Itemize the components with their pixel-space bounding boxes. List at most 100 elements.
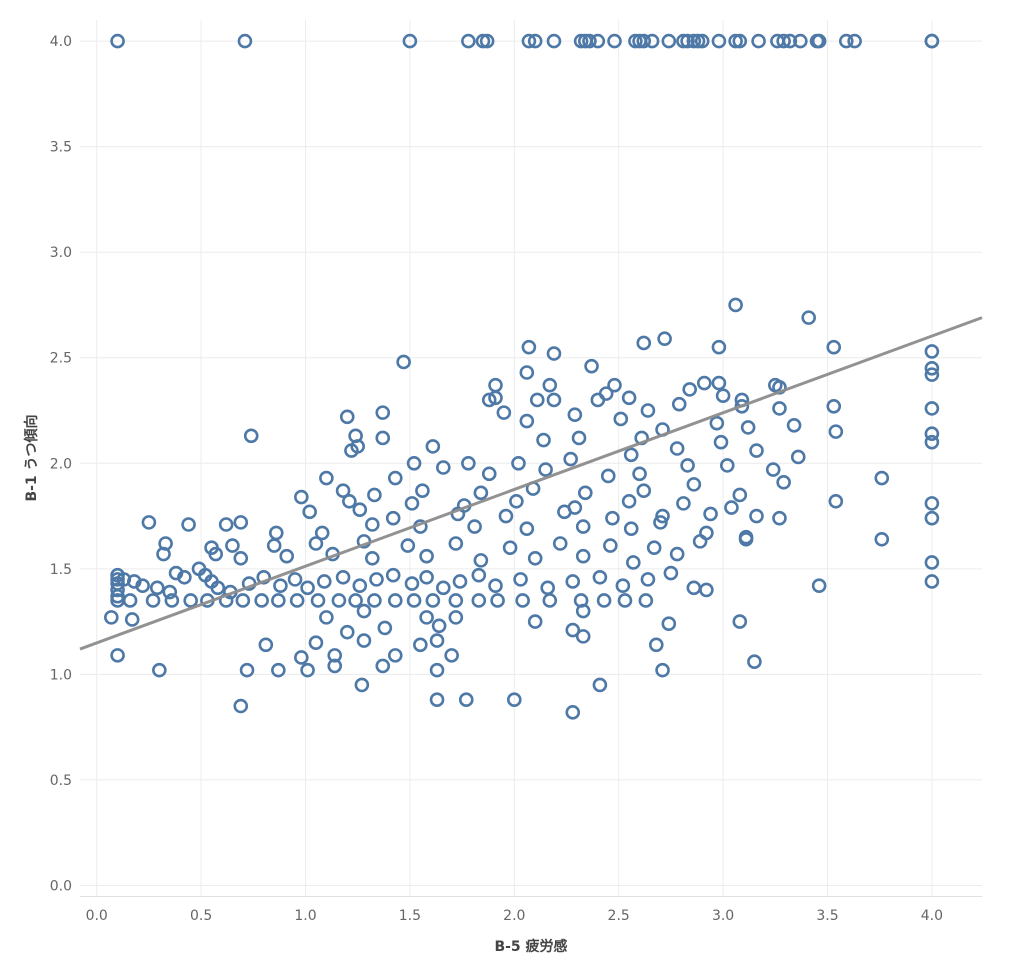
y-tick-label: 2.5 — [50, 351, 72, 367]
data-point — [400, 538, 416, 553]
data-point — [519, 365, 535, 380]
data-point — [279, 548, 295, 564]
data-point — [640, 403, 656, 418]
data-point — [406, 455, 422, 471]
data-point — [924, 367, 940, 382]
data-point — [577, 485, 593, 501]
data-point — [826, 398, 842, 414]
data-point — [356, 633, 372, 648]
data-point — [567, 407, 583, 423]
data-point — [663, 565, 679, 581]
data-point — [776, 474, 791, 490]
data-point — [365, 550, 380, 566]
data-point — [319, 470, 334, 486]
data-point — [488, 377, 503, 393]
data-point — [527, 614, 543, 629]
data-point — [367, 487, 382, 503]
data-point — [728, 297, 743, 313]
data-point — [354, 677, 370, 693]
data-point — [452, 574, 468, 589]
y-tick-label: 0.5 — [50, 773, 72, 789]
data-point — [598, 386, 614, 401]
data-point — [289, 593, 305, 608]
data-point — [563, 451, 578, 467]
y-tick-label: 2.0 — [50, 456, 72, 472]
data-point — [110, 648, 125, 663]
x-tick-label: 0.0 — [86, 908, 108, 924]
data-point — [749, 508, 764, 524]
data-point — [375, 405, 391, 420]
data-point — [640, 572, 656, 587]
data-point — [632, 466, 647, 482]
x-tick-label: 3.0 — [712, 908, 734, 924]
data-point — [653, 515, 668, 530]
data-point — [546, 346, 562, 361]
data-point — [557, 504, 572, 520]
data-point — [680, 458, 695, 473]
data-point — [571, 430, 587, 446]
data-point — [302, 504, 317, 520]
data-point — [732, 33, 748, 49]
data-point — [636, 335, 652, 351]
data-point — [415, 483, 430, 499]
data-point — [644, 33, 660, 49]
data-point — [600, 468, 616, 484]
data-point — [669, 441, 685, 456]
data-point — [765, 462, 781, 477]
data-point — [444, 648, 459, 663]
data-point — [661, 616, 677, 632]
data-point — [793, 33, 808, 49]
data-point — [521, 339, 537, 355]
data-point — [592, 677, 608, 693]
data-point — [339, 624, 355, 640]
data-point — [527, 33, 543, 49]
x-tick-label: 1.0 — [294, 908, 316, 924]
data-point — [709, 415, 725, 431]
data-point — [218, 517, 234, 532]
data-point — [481, 392, 497, 408]
data-point — [419, 569, 434, 585]
data-point — [110, 572, 125, 587]
data-point — [713, 434, 729, 450]
data-point — [419, 610, 434, 625]
data-point — [385, 510, 401, 526]
data-point — [239, 662, 255, 678]
data-point — [621, 493, 637, 509]
data-point — [369, 572, 384, 587]
trend-line — [79, 316, 983, 651]
data-point — [511, 455, 526, 471]
data-point — [605, 510, 620, 526]
data-point — [565, 622, 581, 638]
data-point — [694, 33, 710, 49]
gridlines — [80, 20, 982, 897]
data-point — [141, 515, 157, 530]
data-point — [475, 33, 491, 49]
data-point — [686, 33, 702, 49]
data-point — [582, 33, 597, 49]
data-point — [181, 517, 196, 532]
data-point — [724, 500, 739, 515]
data-point — [584, 358, 599, 374]
y-axis-ticks: 0.0 0.5 1.0 1.5 2.0 2.5 3.0 3.5 4.0 — [50, 34, 72, 894]
data-point — [776, 33, 791, 49]
data-point — [496, 405, 512, 420]
x-tick-label: 1.5 — [399, 908, 421, 924]
data-point — [772, 401, 787, 416]
data-point — [924, 360, 940, 376]
data-point — [235, 593, 251, 608]
data-point — [626, 555, 641, 570]
data-point — [521, 33, 537, 49]
data-point — [546, 33, 562, 49]
data-point — [738, 529, 754, 545]
data-point — [233, 515, 249, 530]
data-point — [596, 593, 612, 608]
data-point — [294, 650, 309, 665]
data-point — [490, 593, 505, 608]
data-point — [402, 33, 418, 49]
data-point — [565, 705, 581, 720]
data-point — [319, 610, 334, 625]
data-point — [648, 637, 664, 653]
y-axis-title: B-1 うつ傾向 — [23, 414, 40, 501]
data-point — [237, 33, 253, 49]
x-tick-label: 0.5 — [190, 908, 212, 924]
